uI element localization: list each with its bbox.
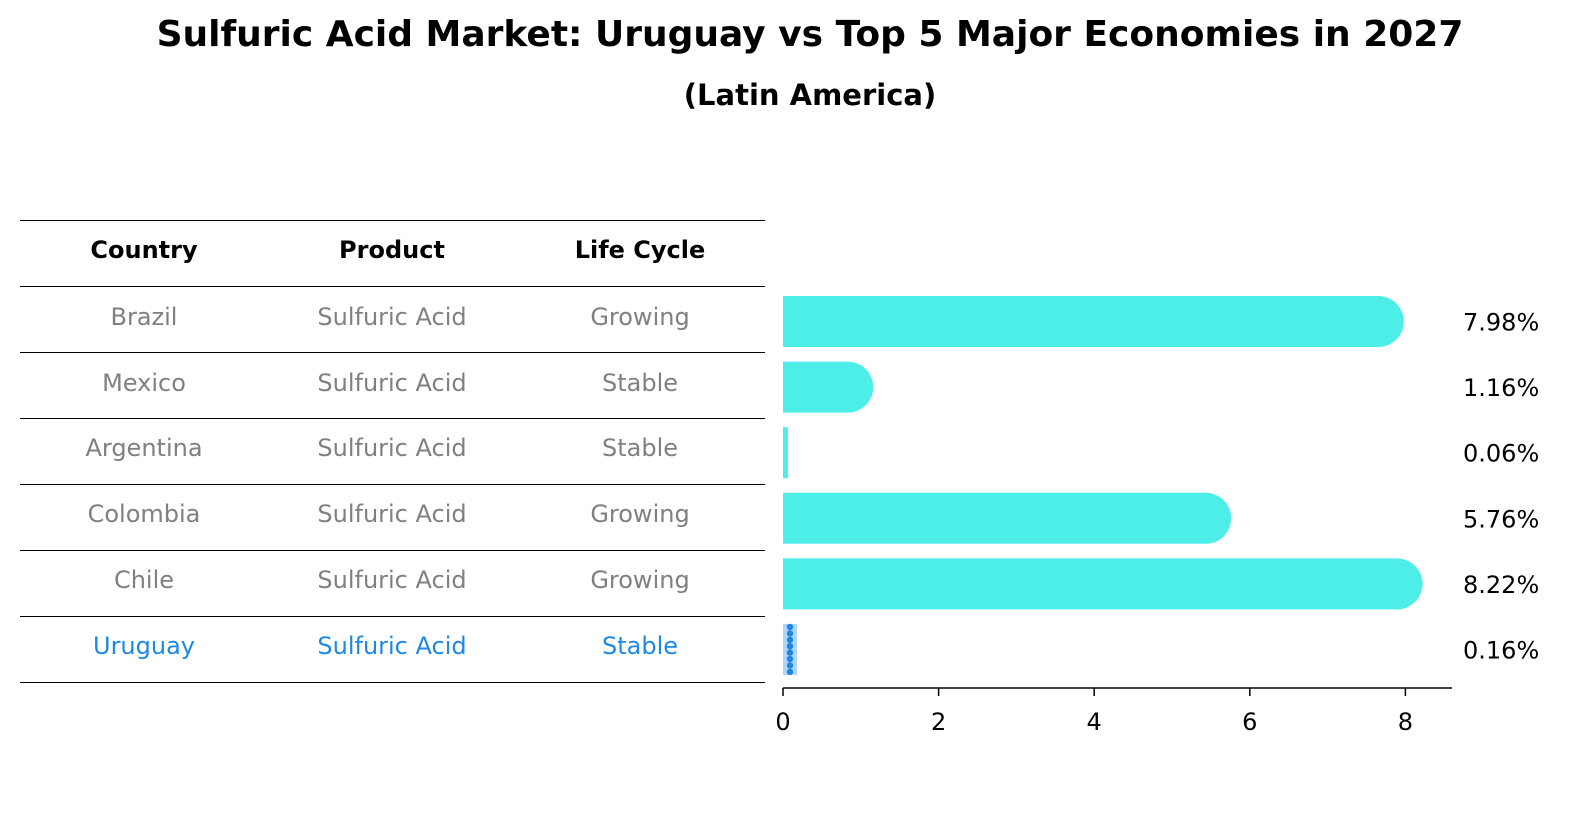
value-label-colombia: 5.76% [1463,505,1539,533]
cell-life-cycle: Growing [590,303,690,331]
cell-product: Sulfuric Acid [317,434,467,462]
value-label-uruguay: 0.16% [1463,637,1539,665]
cell-life-cycle: Growing [590,500,690,528]
value-label-mexico: 1.16% [1463,374,1539,402]
cell-life-cycle: Stable [601,632,679,660]
bar-uruguay [783,623,797,675]
table-rule [20,220,765,221]
header-product: Product [339,236,445,264]
cell-life-cycle: Stable [601,434,679,462]
cell-country: Uruguay [93,632,195,660]
cell-product: Sulfuric Acid [317,369,467,397]
value-label-argentina: 0.06% [1463,440,1539,468]
header-country: Country [90,236,198,264]
cell-product: Sulfuric Acid [317,632,467,660]
cell-country: Colombia [87,500,201,528]
chart-title: Sulfuric Acid Market: Uruguay vs Top 5 M… [156,14,1464,55]
x-tick-label: 2 [931,708,946,736]
table-rule [20,682,765,683]
cell-country: Mexico [102,369,186,397]
x-tick-label: 6 [1242,708,1257,736]
bar-argentina [783,427,788,479]
table-rule [20,418,765,419]
bar-colombia [783,492,1232,544]
cell-country: Chile [113,566,175,594]
table-rule [20,352,765,353]
table-rule [20,550,765,551]
cell-product: Sulfuric Acid [317,500,467,528]
cell-country: Argentina [85,434,203,462]
cell-life-cycle: Stable [601,369,679,397]
x-tick-label: 4 [1087,708,1102,736]
chart-subtitle: (Latin America) [683,78,937,112]
bar-chile [783,558,1423,610]
x-tick-label: 8 [1398,708,1413,736]
table-rule [20,286,765,287]
bar-brazil [783,296,1404,347]
cell-product: Sulfuric Acid [317,566,467,594]
table-rule [20,484,765,485]
value-label-brazil: 7.98% [1463,309,1539,337]
cell-product: Sulfuric Acid [317,303,467,331]
bar-mexico [783,361,874,413]
header-life-cycle: Life Cycle [574,236,706,264]
cell-life-cycle: Growing [590,566,690,594]
table-rule [20,616,765,617]
value-label-chile: 8.22% [1463,571,1539,599]
cell-country: Brazil [110,303,178,331]
x-tick-label: 0 [775,708,790,736]
